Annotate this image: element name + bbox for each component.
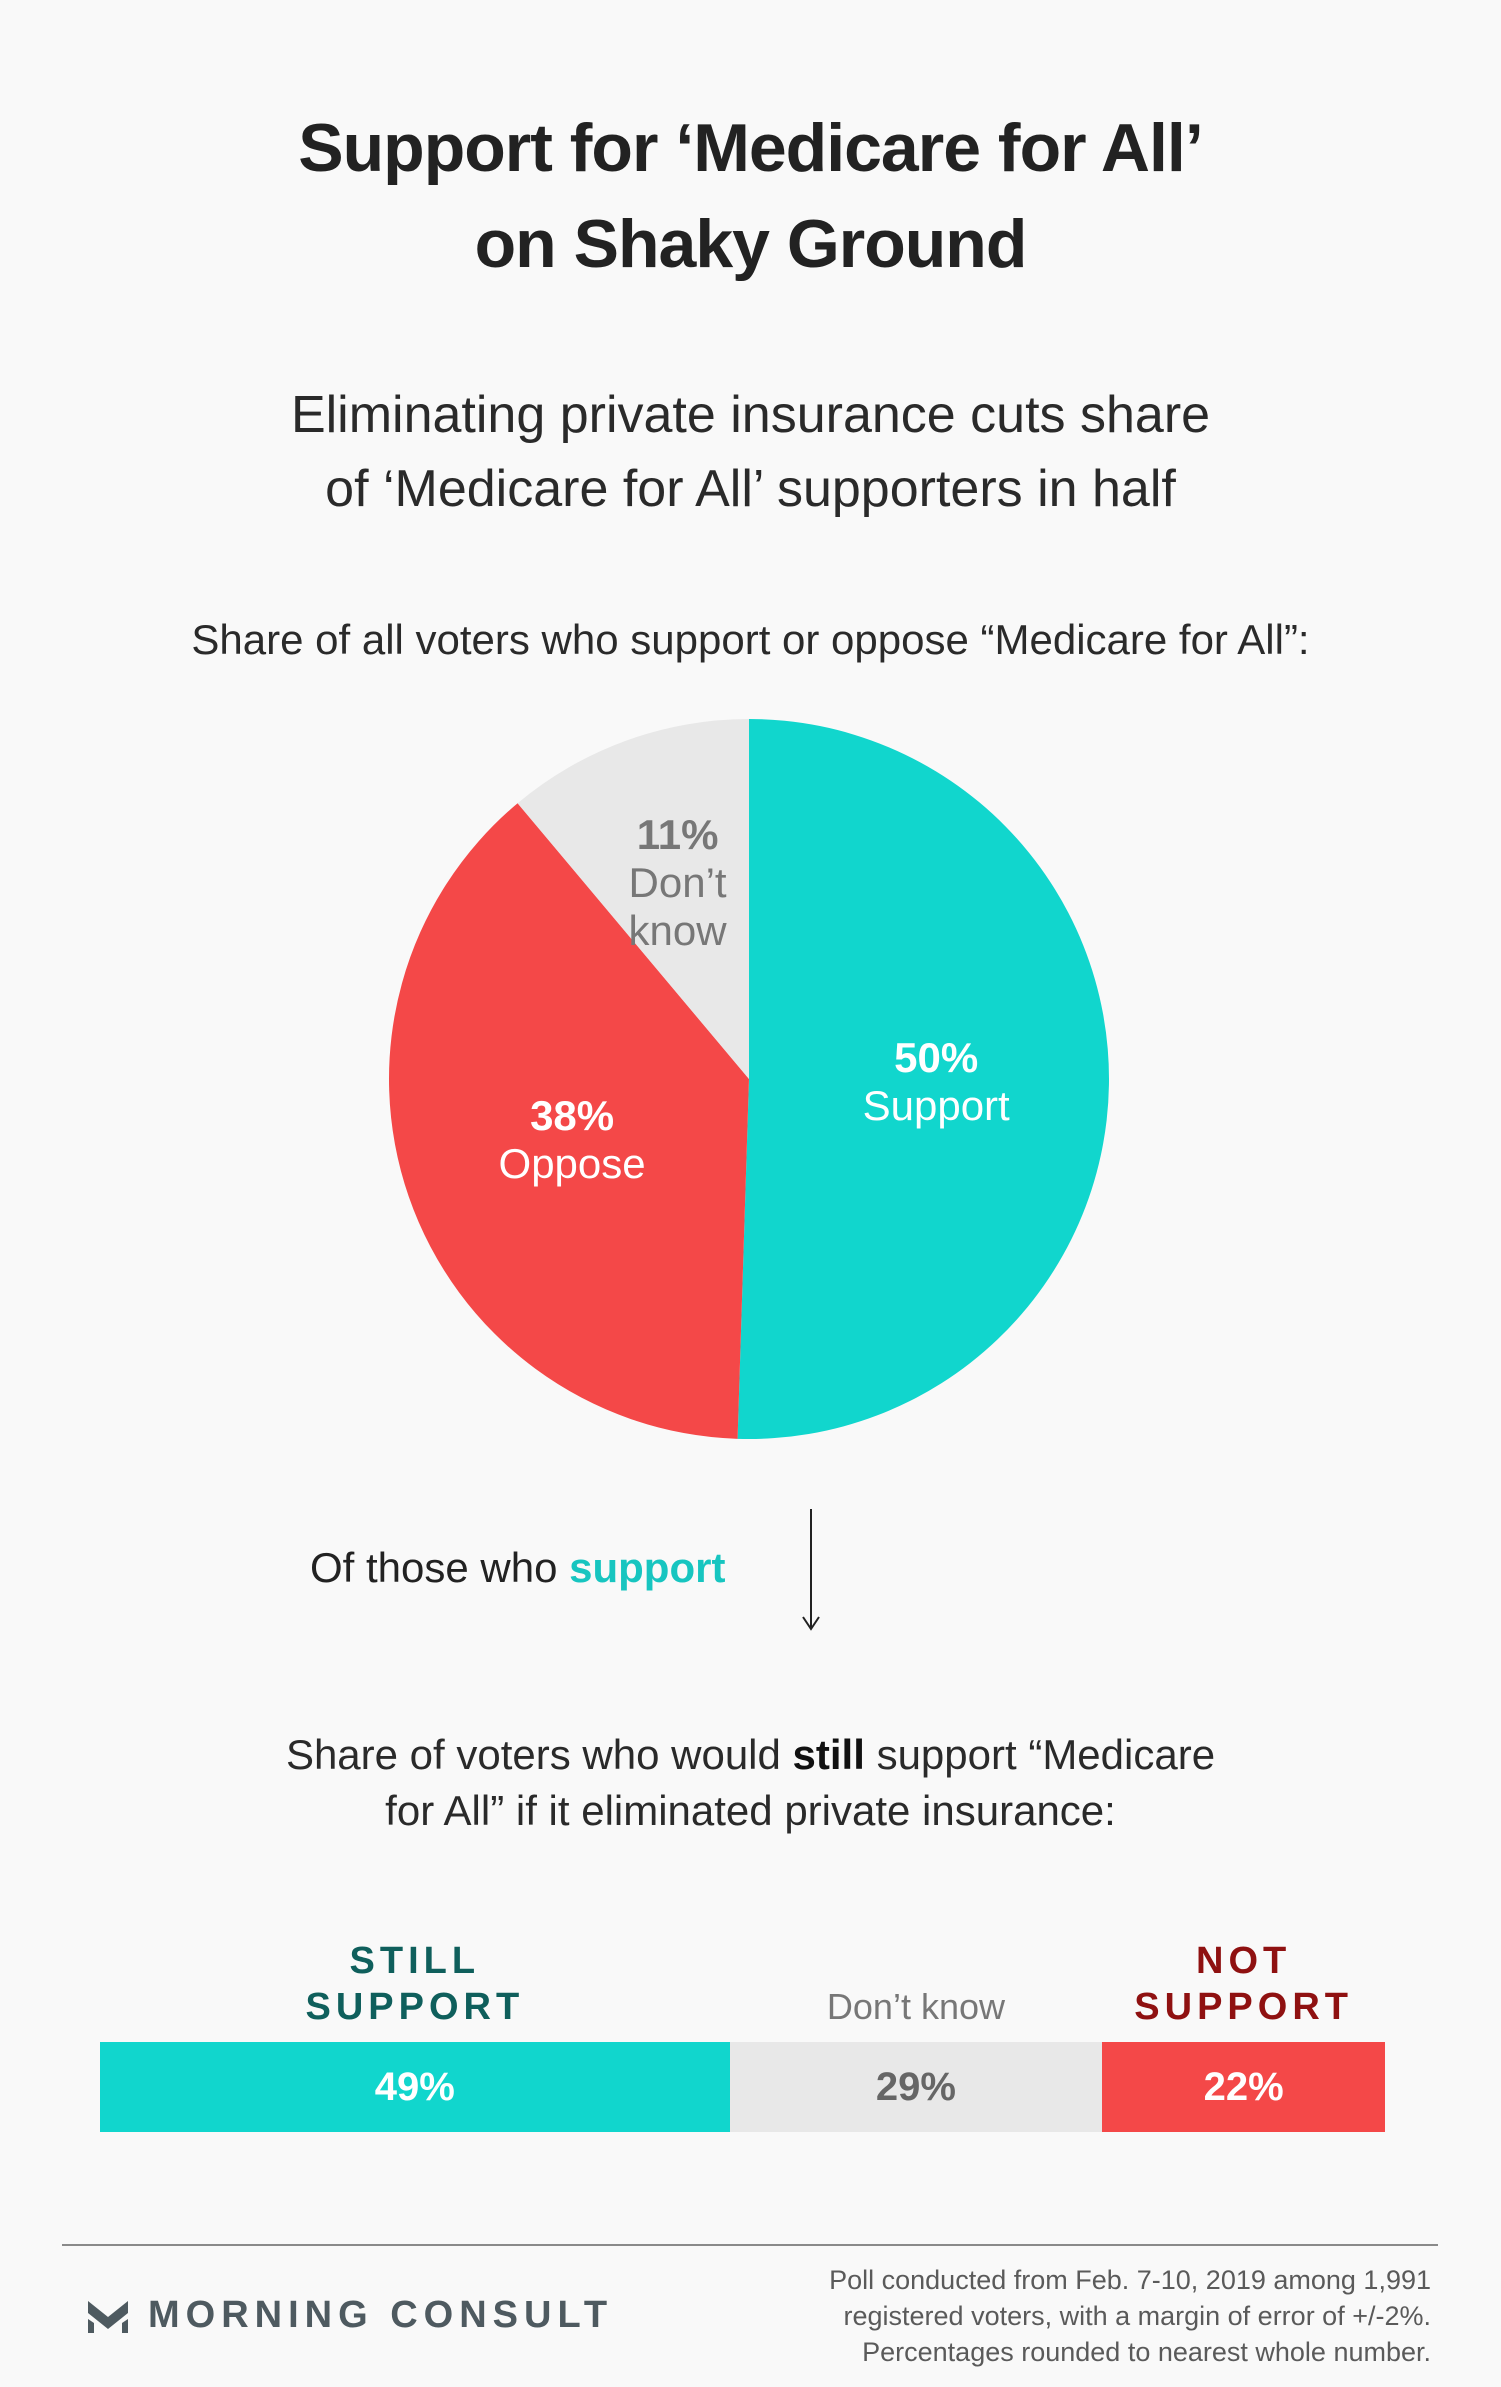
pie-value-label: 11%: [637, 811, 719, 858]
bar-value-label: 49%: [374, 2064, 455, 2109]
chevron-m-icon: [88, 2301, 128, 2333]
transition-text: Of those who support: [310, 1540, 790, 1596]
bar-segment-2: 22%: [1102, 2042, 1385, 2132]
bar-header-line: NOT: [1196, 1940, 1292, 1982]
bar-caption-part-1: Share of voters who would: [285, 1731, 793, 1778]
title-line-2: on Shaky Ground: [474, 206, 1028, 282]
note-line-3: Percentages rounded to nearest whole num…: [862, 2337, 1431, 2367]
bar-value-label: 29%: [875, 2064, 956, 2109]
pie-caption: Share of all voters who support or oppos…: [191, 616, 1310, 663]
pie-label-support: 50%Support: [863, 1034, 1010, 1129]
logo-text: MORNING CONSULT: [148, 2293, 614, 2336]
bar-header-line: Don’t know: [826, 1986, 1005, 2027]
bar-caption-line-1: Share of voters who would still support …: [0, 1727, 1501, 1783]
pie-category-label: Don’t: [629, 859, 727, 906]
pie-slice-don-t-know: [517, 719, 749, 1079]
subtitle-line-2: of ‘Medicare for All’ supporters in half: [325, 460, 1176, 518]
pie-slice-oppose: [388, 803, 749, 1439]
footer-divider: [62, 2244, 1438, 2246]
chart-title: Support for ‘Medicare for All’ on Shaky …: [0, 100, 1501, 292]
bar-caption-bold: still: [792, 1731, 865, 1778]
bar-caption-part-2: support “Medicare: [864, 1731, 1216, 1778]
transition-prefix: Of those who: [310, 1544, 570, 1591]
bar-segment-1: 29%: [729, 2042, 1103, 2132]
note-line-1: Poll conducted from Feb. 7-10, 2019 amon…: [829, 2265, 1431, 2295]
pie-category-label: Oppose: [499, 1140, 646, 1187]
title-line-1: Support for ‘Medicare for All’: [298, 110, 1203, 186]
chart-subtitle: Eliminating private insurance cuts share…: [0, 378, 1501, 526]
bar-header-line: STILL: [349, 1940, 481, 1982]
bar-value-label: 22%: [1203, 2064, 1284, 2109]
pie-label-oppose: 38%Oppose: [499, 1092, 646, 1187]
stacked-bar: 49% 29% 22%: [100, 2042, 1385, 2132]
subtitle-line-1: Eliminating private insurance cuts share: [290, 386, 1211, 444]
bar-caption: Share of voters who would still support …: [0, 1727, 1501, 1839]
down-arrow-icon: [802, 1509, 820, 1631]
bar-segment-header-2: NOT SUPPORT: [1102, 1938, 1385, 2030]
methodology-note: Poll conducted from Feb. 7-10, 2019 amon…: [731, 2262, 1431, 2370]
bar-segment-header-1: Don’t know: [730, 1984, 1103, 2030]
bar-caption-line-2: for All” if it eliminated private insura…: [385, 1787, 1116, 1834]
pie-category-label: know: [629, 907, 728, 954]
note-line-2: registered voters, with a margin of erro…: [843, 2301, 1432, 2331]
bar-header-line: SUPPORT: [1134, 1986, 1353, 2028]
bar-segment-0: 49%: [100, 2042, 730, 2132]
pie-slice-support: [737, 719, 1109, 1439]
pie-value-label: 38%: [530, 1092, 614, 1139]
bar-header-line: SUPPORT: [305, 1986, 525, 2028]
pie-value-label: 50%: [894, 1034, 978, 1081]
morning-consult-logo: MORNING CONSULT: [88, 2290, 613, 2340]
transition-highlight: support: [569, 1544, 726, 1591]
bar-segment-header-0: STILL SUPPORT: [100, 1938, 730, 2030]
pie-category-label: Support: [863, 1082, 1010, 1129]
